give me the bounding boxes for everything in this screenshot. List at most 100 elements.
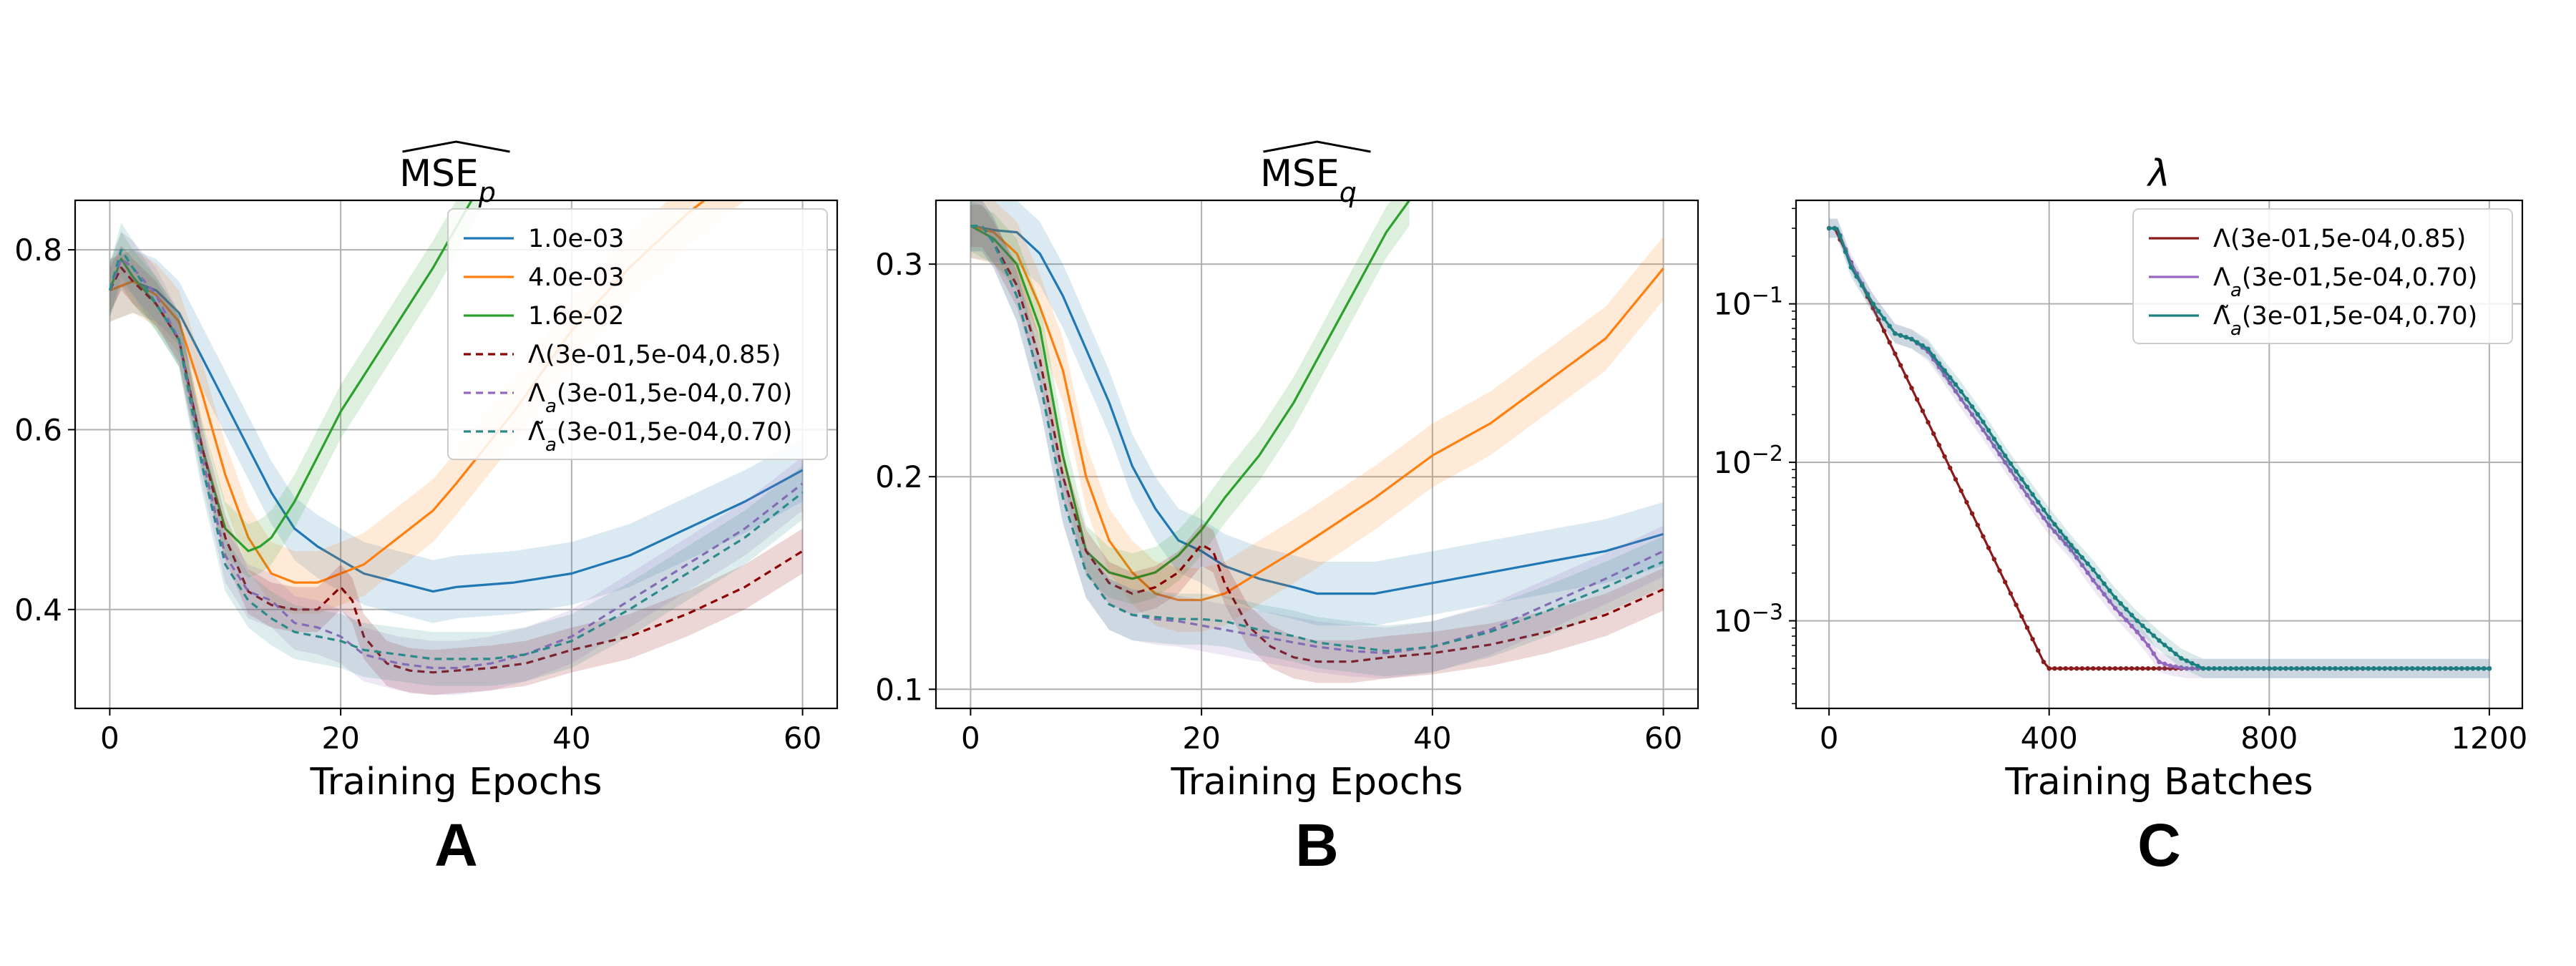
axes-frame [1795,199,2524,710]
series-marker-2 [2355,666,2360,671]
series-marker-2 [1920,343,1926,348]
series-marker-1 [1964,404,1969,409]
series-marker-1 [2135,630,2140,635]
chart-panel-C: 0 400 800 1200 10−3 10−2 10−1 Training Batches λ… [1713,152,2527,879]
x-axis-label: Training Batches [2004,761,2313,804]
series-band-4 [109,232,803,696]
series-marker-1 [1986,436,1991,441]
series-marker-2 [2464,666,2470,671]
series-marker-1 [2069,547,2074,552]
series-marker-1 [1975,420,1980,425]
series-marker-2 [1981,419,1986,424]
series-marker-0 [1920,409,1926,414]
series-marker-2 [2305,666,2311,671]
series-marker-2 [1969,404,1975,409]
series-marker-2 [2003,453,2008,459]
series-marker-0 [2003,580,2008,585]
series-line-2 [970,200,1410,580]
series-marker-0 [1969,511,1975,516]
series-marker-2 [2404,666,2409,671]
series-marker-1 [2014,476,2019,482]
series-marker-0 [2151,666,2156,671]
series-marker-0 [2162,666,2167,671]
series-marker-2 [1986,428,1991,433]
series-marker-2 [2030,492,2035,497]
series-marker-2 [2079,555,2084,560]
series-marker-2 [2267,666,2272,671]
series-marker-1 [2030,500,2035,505]
series-marker-0 [2140,666,2145,671]
series-marker-2 [1826,225,1832,231]
series-marker-0 [1876,317,1881,322]
series-marker-2 [2190,660,2195,666]
series-line-2 [108,200,473,552]
series-marker-1 [2079,562,2084,567]
series-marker-0 [2014,602,2019,608]
series-marker-2 [2019,477,2024,482]
plot-area [970,200,1664,683]
series-marker-2 [2360,666,2366,671]
series-marker-1 [2157,659,2162,665]
y-tick-label: 0.4 [14,592,62,628]
panel-label: A [434,811,478,879]
panel-label: B [1295,811,1339,879]
series-marker-2 [2184,658,2190,663]
series-marker-2 [1898,333,1903,338]
series-marker-2 [2069,542,2074,548]
panel-label: C [2137,811,2181,879]
series-marker-0 [1909,386,1914,391]
series-marker-2 [2255,666,2261,671]
axes-frame [74,199,839,710]
series-marker-2 [2223,666,2228,671]
series-marker-2 [2008,461,2014,466]
x-tick-label: 0 [1820,721,1839,756]
x-tick-label: 20 [321,721,359,756]
series-marker-0 [2041,659,2046,665]
series-marker-2 [1887,323,1892,328]
series-marker-2 [1915,340,1920,345]
series-marker-2 [2091,567,2096,572]
series-marker-0 [2008,591,2014,596]
series-marker-1 [2085,570,2090,575]
series-marker-2 [2437,666,2442,671]
series-marker-2 [2151,633,2156,638]
series-marker-2 [1903,335,1908,340]
series-marker-2 [1860,283,1865,288]
series-marker-2 [1997,444,2002,450]
legend-label: Λ(3e-01,5e-04,0.85) [528,341,781,369]
series-marker-0 [2124,666,2129,671]
legend: Λ(3e-01,5e-04,0.85)Λa(3e-01,5e-04,0.70)Λ… [2132,208,2513,344]
series-marker-2 [2217,666,2223,671]
series-marker-2 [2167,647,2173,652]
x-tick-label: 1200 [2451,721,2527,756]
series-marker-1 [2102,592,2107,597]
series-marker-1 [2074,555,2079,560]
series-marker-1 [2052,529,2057,534]
series-marker-2 [2288,666,2294,671]
series-marker-2 [1832,225,1837,231]
series-marker-2 [2085,561,2090,566]
legend-label: Λ(3e-01,5e-04,0.85) [2213,225,2466,253]
series-marker-2 [2173,651,2178,656]
y-tick-label: 10−3 [1713,600,1783,639]
series-marker-2 [2415,666,2421,671]
series-marker-2 [1865,292,1870,298]
series-marker-0 [2024,625,2030,630]
series-marker-2 [2366,666,2371,671]
series-marker-0 [2157,666,2162,671]
series-marker-0 [1942,454,1947,459]
x-tick-label: 0 [961,721,980,756]
series-marker-1 [2167,663,2173,668]
series-marker-1 [2190,666,2195,671]
series-marker-0 [2085,666,2090,671]
x-tick-label: 400 [2021,721,2078,756]
series-marker-2 [2041,507,2046,512]
series-marker-0 [1915,397,1920,402]
series-marker-0 [1997,568,2002,573]
series-line-1 [970,225,1664,602]
series-marker-2 [2024,484,2030,489]
series-marker-2 [2393,666,2399,671]
series-marker-1 [2140,636,2145,641]
